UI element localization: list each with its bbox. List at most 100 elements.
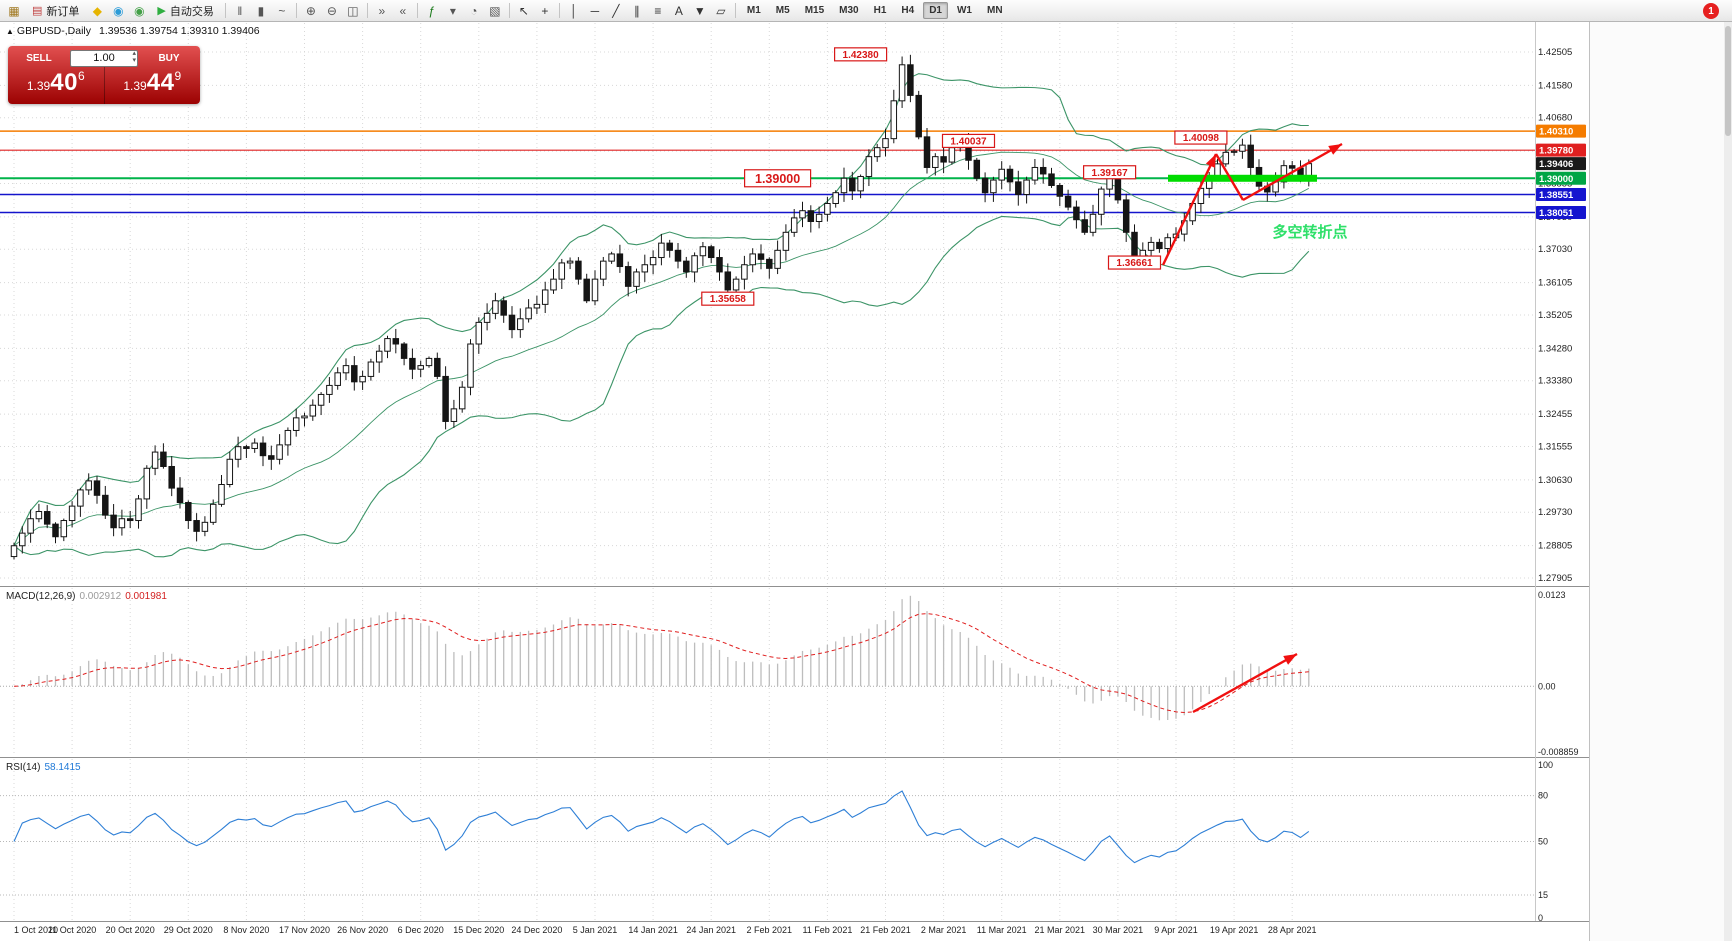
svg-text:15: 15 xyxy=(1538,890,1548,900)
shapes-dropdown-icon[interactable]: ▱ xyxy=(716,3,726,18)
timeframe-m5-button[interactable]: M5 xyxy=(775,5,790,16)
svg-text:11 Oct 2020: 11 Oct 2020 xyxy=(48,925,96,935)
svg-text:1.40037: 1.40037 xyxy=(950,136,987,147)
svg-text:0.0123: 0.0123 xyxy=(1538,590,1566,600)
svg-text:1 Oct 2020: 1 Oct 2020 xyxy=(14,925,58,935)
new-order-button-label: 新订单 xyxy=(46,5,80,18)
volume-down-button[interactable]: ▾ xyxy=(132,56,136,64)
svg-text:1.42380: 1.42380 xyxy=(843,50,880,61)
periods-dropdown-icon[interactable]: ◔ xyxy=(470,3,478,18)
macd-axis: 0.0123 0.00 -0.008859 xyxy=(1538,590,1579,757)
vertical-line-icon[interactable]: │ xyxy=(570,3,578,18)
market-watch-icon[interactable]: ◉ xyxy=(113,3,124,18)
volume-input[interactable]: 1.00 ▴ ▾ xyxy=(70,49,138,67)
autotrade-button[interactable]: ▶ 自动交易 xyxy=(150,2,220,20)
buy-price-pip: 9 xyxy=(174,69,182,83)
timeframe-mn-button[interactable]: MN xyxy=(986,5,1003,16)
line-chart-icon[interactable]: ~ xyxy=(278,3,286,18)
svg-text:1.30630: 1.30630 xyxy=(1538,475,1572,486)
svg-text:24 Jan 2021: 24 Jan 2021 xyxy=(686,925,736,935)
timeframe-h4-button[interactable]: H4 xyxy=(901,5,915,16)
main-chart xyxy=(10,54,1313,560)
sell-price-pip: 6 xyxy=(77,69,85,83)
svg-text:1.35658: 1.35658 xyxy=(710,294,747,305)
fibonacci-icon[interactable]: ≡ xyxy=(654,3,662,18)
timeframe-w1-button[interactable]: W1 xyxy=(956,5,972,16)
svg-text:1.32455: 1.32455 xyxy=(1538,409,1572,420)
indicators-icon[interactable]: ƒ xyxy=(428,3,436,18)
svg-text:1.39000: 1.39000 xyxy=(755,172,800,186)
rsi-axis: 100 80 50 15 0 xyxy=(1538,760,1553,923)
notification-badge[interactable]: 1 xyxy=(1703,3,1719,19)
new-order-button[interactable]: ▤ 新订单 xyxy=(25,2,86,20)
favorites-icon[interactable]: ◆ xyxy=(92,3,103,18)
svg-text:0.00: 0.00 xyxy=(1538,681,1556,691)
new-order-button-icon: ▤ xyxy=(32,5,43,17)
svg-text:80: 80 xyxy=(1538,791,1548,801)
svg-text:1.37030: 1.37030 xyxy=(1538,244,1572,255)
buy-button[interactable]: 1.39449 xyxy=(105,67,201,104)
chart-symbol-header: ▲ GBPUSD-,Daily 1.39536 1.39754 1.39310 1.… xyxy=(6,25,260,37)
vertical-scrollbar[interactable] xyxy=(1724,22,1732,941)
channel-icon[interactable]: ∥ xyxy=(633,3,640,18)
horizontal-line-icon[interactable]: ─ xyxy=(590,3,600,18)
zoom-out-icon[interactable]: ⊖ xyxy=(326,3,337,18)
price-level-labels: 1.42380 1.40037 1.40098 1.39167 1.39000 1.366… xyxy=(701,47,1228,306)
panel-separators xyxy=(0,586,1589,922)
svg-text:1.39000: 1.39000 xyxy=(1539,174,1573,185)
text-icon[interactable]: A xyxy=(674,3,683,18)
volume-value: 1.00 xyxy=(93,52,115,64)
timeframe-m15-button[interactable]: M15 xyxy=(804,5,825,16)
tile-windows-icon[interactable]: ◫ xyxy=(347,3,359,18)
indicators-dropdown-icon[interactable]: ▾ xyxy=(449,3,456,18)
svg-text:28 Apr 2021: 28 Apr 2021 xyxy=(1268,925,1317,935)
timeframe-h1-button[interactable]: H1 xyxy=(873,5,887,16)
toolbar-separator xyxy=(508,3,510,18)
scrollbar-thumb[interactable] xyxy=(1725,26,1731,136)
svg-text:1.34280: 1.34280 xyxy=(1538,343,1572,354)
trendline-icon[interactable]: ╱ xyxy=(612,3,620,18)
svg-text:6 Dec 2020: 6 Dec 2020 xyxy=(398,925,444,935)
zoom-in-icon[interactable]: ⊕ xyxy=(305,3,316,18)
svg-text:15 Dec 2020: 15 Dec 2020 xyxy=(453,925,504,935)
volume-up-button[interactable]: ▴ xyxy=(132,49,136,57)
candlestick-chart-icon[interactable]: ▮ xyxy=(257,3,265,18)
ohlc-values: 1.39536 1.39754 1.39310 1.39406 xyxy=(99,25,260,37)
support-zone-band xyxy=(1168,174,1317,182)
triangle-icon: ▲ xyxy=(6,27,14,36)
timeframe-m30-button[interactable]: M30 xyxy=(839,5,859,16)
macd-indicator-label: MACD(12,26,9) 0.002912 0.001981 xyxy=(6,591,167,602)
turning-point-note: 多空转折点 xyxy=(1272,223,1347,241)
crosshair-icon[interactable]: + xyxy=(541,3,549,18)
svg-text:100: 100 xyxy=(1538,760,1553,770)
macd-main-value: 0.002912 xyxy=(79,591,122,602)
scripts-icon[interactable]: ◉ xyxy=(134,3,145,18)
svg-text:29 Oct 2020: 29 Oct 2020 xyxy=(164,925,213,935)
chart-window-icon[interactable]: ▦ xyxy=(8,3,20,18)
templates-icon[interactable]: ▧ xyxy=(489,3,501,18)
buy-price-prefix: 1.39 xyxy=(123,79,147,93)
buy-label: BUY xyxy=(158,52,180,64)
svg-text:1.29730: 1.29730 xyxy=(1538,507,1572,518)
svg-text:19 Apr 2021: 19 Apr 2021 xyxy=(1210,925,1259,935)
svg-text:-0.008859: -0.008859 xyxy=(1538,747,1579,757)
label-icon[interactable]: ▼ xyxy=(693,3,706,18)
rsi-name: RSI(14) xyxy=(6,762,41,773)
macd-name: MACD(12,26,9) xyxy=(6,591,76,602)
cursor-icon[interactable]: ↖ xyxy=(518,3,529,18)
svg-text:8 Nov 2020: 8 Nov 2020 xyxy=(223,925,269,935)
svg-text:21 Mar 2021: 21 Mar 2021 xyxy=(1035,925,1086,935)
auto-scroll-icon[interactable]: » xyxy=(378,3,386,18)
bar-chart-icon[interactable]: ‖ xyxy=(237,3,243,18)
sell-button[interactable]: 1.39406 xyxy=(8,67,104,104)
timeframe-m1-button[interactable]: M1 xyxy=(746,5,761,16)
timeframe-d1-button[interactable]: D1 xyxy=(923,2,948,19)
autotrade-button-icon: ▶ xyxy=(157,5,166,17)
toolbar-separator xyxy=(295,3,297,18)
symbol-period-text: GBPUSD-,Daily xyxy=(16,25,92,37)
chart-shift-icon[interactable]: « xyxy=(399,3,407,18)
svg-text:1.42505: 1.42505 xyxy=(1538,47,1572,58)
autotrade-button-label: 自动交易 xyxy=(169,5,214,18)
svg-text:14 Jan 2021: 14 Jan 2021 xyxy=(628,925,678,935)
